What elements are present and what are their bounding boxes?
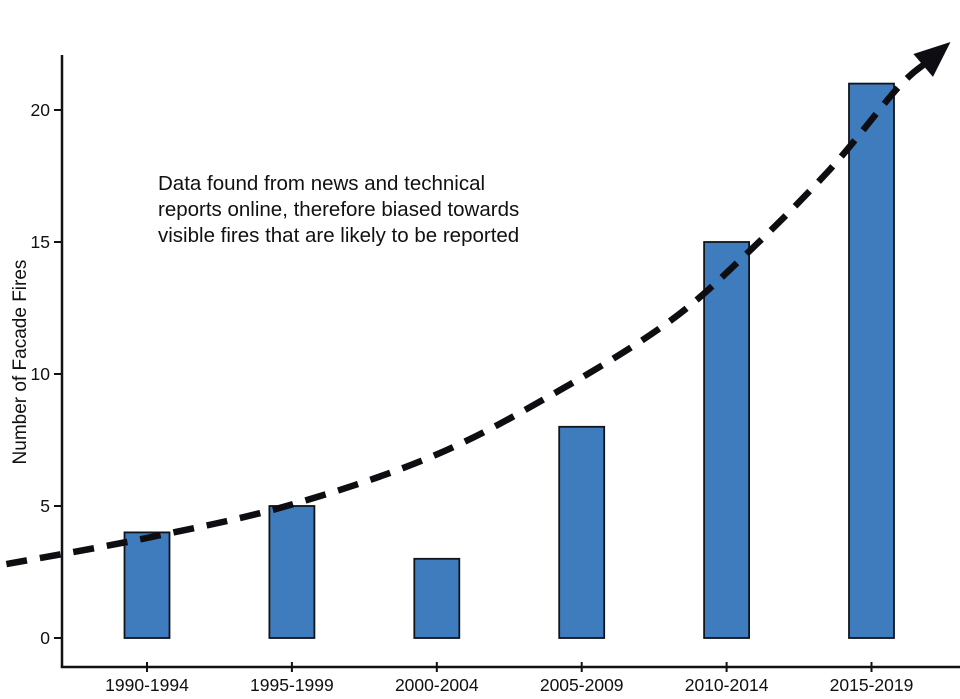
x-tick-label-2005-2009: 2005-2009 xyxy=(540,675,624,695)
y-tick-label: 0 xyxy=(40,628,50,648)
x-tick-label-2010-2014: 2010-2014 xyxy=(685,675,769,695)
x-tick-label-2015-2019: 2015-2019 xyxy=(830,675,914,695)
bar-2015-2019 xyxy=(848,82,895,639)
chart-annotation: Data found from news and technical repor… xyxy=(158,171,519,249)
bar-2000-2004 xyxy=(413,557,461,639)
y-tick-label: 20 xyxy=(31,100,51,120)
trend-arrow xyxy=(5,42,951,568)
bar-2010-2014 xyxy=(703,241,750,639)
x-tick-label-1995-1999: 1995-1999 xyxy=(250,675,334,695)
annotation-line-3: visible fires that are likely to be repo… xyxy=(158,224,520,247)
annotation-line-1: Data found from news and technical xyxy=(158,172,486,195)
bar-1995-1999 xyxy=(268,505,316,639)
y-tick-label: 10 xyxy=(31,364,51,384)
bar-1990-1994 xyxy=(123,531,171,639)
y-tick-label: 15 xyxy=(31,232,50,252)
x-tick-label-2000-2004: 2000-2004 xyxy=(395,675,479,695)
x-tick-label-1990-1994: 1990-1994 xyxy=(105,675,189,695)
y-axis-title: Number of Facade Fires xyxy=(10,259,31,465)
y-tick-label: 5 xyxy=(40,496,50,516)
bar-2005-2009 xyxy=(558,425,606,639)
annotation-line-2: reports online, therefore biased towards xyxy=(158,198,520,221)
